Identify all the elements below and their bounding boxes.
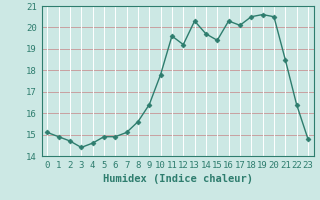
X-axis label: Humidex (Indice chaleur): Humidex (Indice chaleur) <box>103 174 252 184</box>
